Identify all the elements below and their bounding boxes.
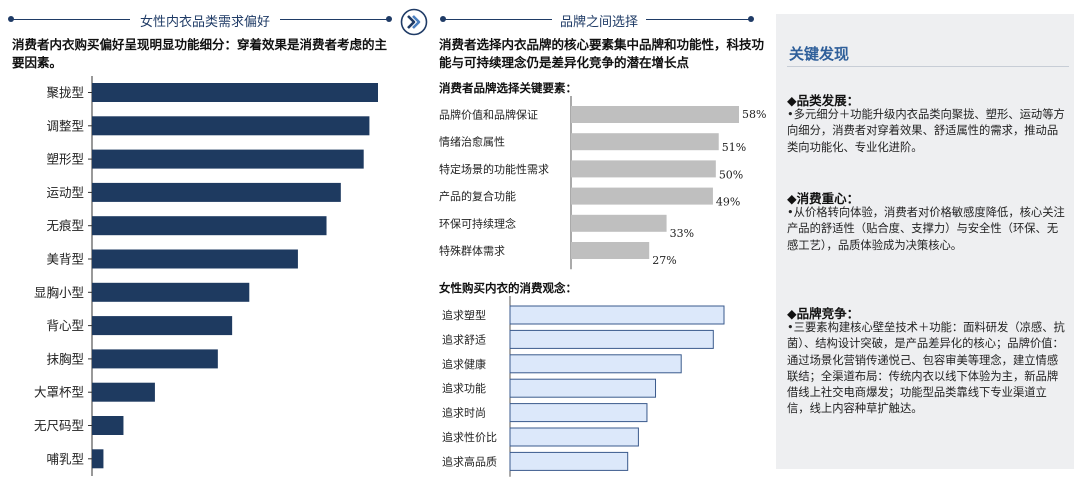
brand-factors-heading: 消费者品牌选择关键要素： [439, 81, 577, 95]
left-chart-bar [92, 249, 298, 269]
brand-chart-category-label: 产品的复合功能 [439, 189, 516, 203]
finding-1-body: •多元细分＋功能升级内衣品类向聚拢、塑形、运动等方向细分，消费者对穿着效果、舒适… [787, 108, 1065, 154]
left-chart-category-label: 抹胸型 [46, 351, 84, 366]
brand-chart-value-label: 58% [742, 108, 766, 121]
finding-3-heading-text: 品牌竞争： [796, 306, 860, 321]
left-chart-bar [92, 149, 364, 169]
middle-title-rule-left [444, 19, 552, 20]
left-chart-category-label: 大罩杯型 [34, 385, 84, 400]
left-chart-category-label: 无尺码型 [34, 418, 84, 433]
left-chart-category-label: 聚拢型 [46, 85, 84, 100]
double-chevron-icon [400, 8, 428, 36]
left-chart-bar [92, 382, 155, 402]
finding-3-body-text: 三要素构建核心壁垒技术＋功能：面料研发（凉感、抗菌）、结构设计突破，是产品差异化… [787, 321, 1065, 416]
brand-chart-bar [571, 133, 719, 151]
left-chart-category-label: 调整型 [46, 118, 84, 133]
concept-chart-bar [509, 403, 648, 423]
key-findings-divider [787, 66, 1069, 67]
brand-chart-category-label: 情绪治愈属性 [439, 135, 505, 149]
middle-title-dot-right [748, 16, 754, 22]
left-chart-category-label: 显胸小型 [34, 285, 84, 300]
key-findings-title: 关键发现 [789, 45, 850, 63]
left-chart-bar [92, 416, 124, 435]
concept-chart-bar [509, 427, 639, 447]
left-chart-category-label: 运动型 [46, 185, 84, 200]
left-chart-category-label: 塑形型 [46, 152, 84, 167]
middle-title-dot-left [440, 16, 446, 22]
middle-section-title: 品牌之间选择 [559, 15, 638, 30]
concept-chart-category-label: 追求高品质 [442, 454, 497, 468]
brand-chart-bar [571, 242, 650, 259]
left-chart-bar [92, 83, 378, 102]
finding-2-body-text: 从价格转向体验，消费者对价格敏感度降低，核心关注产品的舒适性（贴合度、支撑力）与… [787, 206, 1065, 252]
left-chart-category-label: 美背型 [46, 252, 84, 267]
left-title-rule-right [280, 19, 388, 20]
concept-chart-bar [509, 305, 725, 325]
left-chart-bar [92, 349, 218, 369]
finding-1-heading-text: 品类发展： [796, 93, 860, 108]
concept-chart-category-label: 追求舒适 [442, 332, 486, 346]
left-chart-bar [92, 316, 233, 336]
middle-title-rule-right [646, 19, 750, 20]
left-title-dot-left [8, 16, 14, 22]
left-chart-category-label: 无痕型 [46, 218, 84, 233]
consumption-concept-heading: 女性购买内衣的消费观念： [439, 281, 577, 295]
finding-3-heading: ◆品牌竞争： [787, 306, 860, 321]
brand-chart-category-label: 环保可持续理念 [439, 216, 516, 230]
brand-chart-bar [571, 106, 739, 123]
left-title-dot-right [386, 16, 392, 22]
brand-chart-category-label: 品牌价值和品牌保证 [439, 108, 538, 122]
finding-2-heading: ◆消费重心： [787, 191, 860, 206]
finding-1-heading: ◆品类发展： [787, 93, 860, 108]
brand-chart-category-label: 特殊群体需求 [439, 244, 505, 258]
concept-chart-bar [509, 329, 714, 349]
concept-chart-category-label: 追求性价比 [442, 430, 497, 444]
finding-2-body: •从价格转向体验，消费者对价格敏感度降低，核心关注产品的舒适性（贴合度、支撑力）… [787, 206, 1065, 252]
left-chart-category-label: 背心型 [46, 318, 84, 333]
left-chart-bar [92, 182, 341, 202]
left-chart-bar [92, 449, 104, 469]
brand-chart-value-label: 50% [719, 168, 743, 181]
concept-chart-bar [509, 451, 629, 471]
brand-factors-bar-chart: 品牌价值和品牌保证 58% 情绪治愈属性 51% 特定场景的功能性需求 50% 产品的复合功… [439, 96, 766, 270]
finding-2-heading-text: 消费重心： [796, 191, 860, 206]
finding-1-body-text: 多元细分＋功能升级内衣品类向聚拢、塑形、运动等方向细分，消费者对穿着效果、舒适属… [787, 108, 1065, 154]
concept-chart-category-label: 追求时尚 [442, 406, 486, 420]
left-chart-bar [92, 216, 327, 236]
concept-chart-bar [509, 354, 682, 374]
left-chart-bar [92, 282, 250, 302]
brand-chart-category-label: 特定场景的功能性需求 [439, 162, 549, 176]
key-findings-panel [776, 14, 1074, 469]
left-title-rule-left [12, 19, 130, 20]
middle-subtitle: 消费者选择内衣品牌的核心要素集中品牌和功能性，科技功能与可持续理念仍是差异化竞争… [439, 37, 765, 70]
brand-chart-value-label: 27% [652, 254, 676, 267]
brand-chart-value-label: 51% [722, 141, 746, 154]
concept-chart-category-label: 追求健康 [442, 357, 486, 371]
brand-chart-bar [571, 214, 667, 232]
concept-chart-bar [509, 378, 657, 398]
brand-chart-bar [571, 187, 713, 205]
brand-chart-bar [571, 160, 716, 178]
brand-chart-value-label: 49% [716, 196, 740, 209]
left-chart-category-label: 哺乳型 [46, 451, 84, 466]
left-section-title: 女性内衣品类需求偏好 [139, 15, 270, 30]
left-subtitle: 消费者内衣购买偏好呈现明显功能细分：穿着效果是消费者考虑的主要因素。 [12, 37, 388, 70]
left-chart-bar [92, 116, 370, 136]
finding-3-body: •三要素构建核心壁垒技术＋功能：面料研发（凉感、抗菌）、结构设计突破，是产品差异… [787, 321, 1065, 416]
brand-chart-value-label: 33% [670, 227, 694, 240]
concept-chart-category-label: 追求功能 [442, 381, 486, 395]
concept-chart-category-label: 追求塑型 [442, 308, 486, 322]
